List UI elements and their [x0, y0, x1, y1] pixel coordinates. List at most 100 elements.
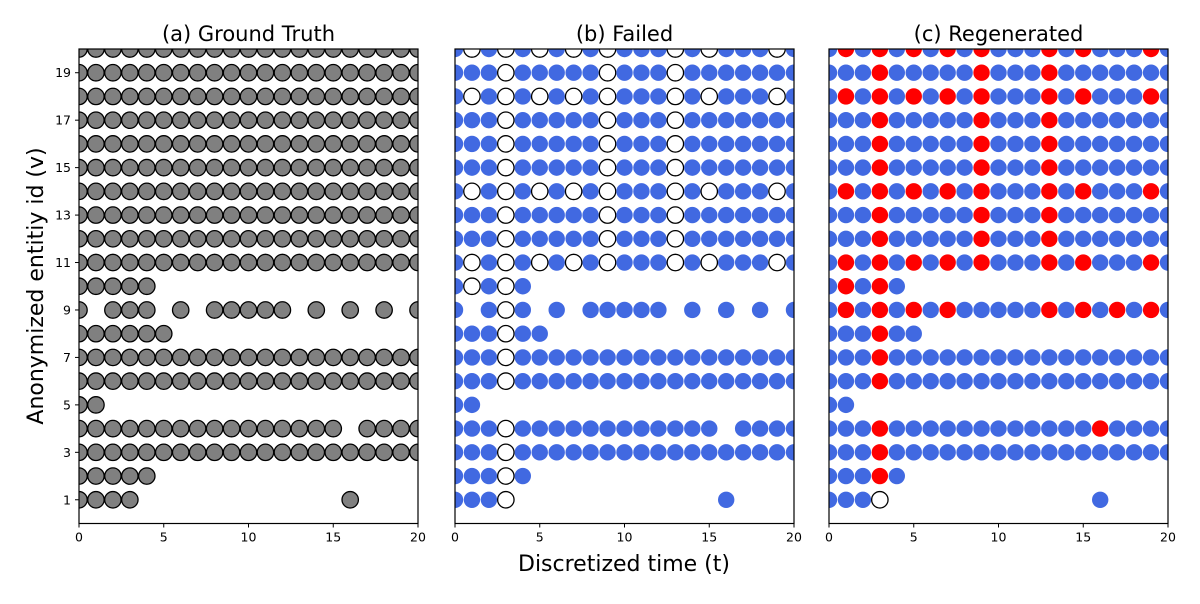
data-point	[104, 467, 122, 485]
data-point	[1058, 349, 1075, 366]
data-point	[1142, 159, 1160, 176]
data-point	[1024, 206, 1041, 224]
data-point	[290, 372, 309, 390]
data-point	[1159, 444, 1168, 461]
regenerated-data-point	[871, 111, 889, 129]
data-point	[633, 183, 650, 200]
data-point	[171, 229, 190, 248]
data-point	[137, 206, 156, 224]
data-point	[455, 183, 464, 200]
data-point	[87, 467, 105, 485]
data-point	[922, 159, 939, 176]
data-point	[990, 88, 1007, 105]
data-point	[785, 254, 794, 271]
data-point	[455, 467, 464, 485]
data-point	[956, 64, 973, 81]
regenerated-data-point	[973, 88, 990, 105]
data-point	[684, 254, 701, 271]
data-point	[392, 419, 410, 438]
data-point	[273, 87, 292, 106]
data-point	[888, 372, 905, 390]
data-point	[684, 206, 701, 224]
data-point	[616, 111, 633, 129]
regenerated-data-point	[1142, 301, 1160, 319]
data-point	[1159, 88, 1168, 105]
data-point	[137, 135, 156, 153]
data-point	[1108, 49, 1126, 58]
data-point	[1058, 230, 1075, 247]
data-point	[1142, 444, 1160, 461]
data-point	[1007, 444, 1024, 461]
data-point	[1058, 49, 1075, 58]
missing-data-point	[700, 182, 719, 201]
data-point	[463, 325, 481, 342]
data-point	[375, 348, 393, 367]
x-tick-label: 5	[536, 530, 544, 545]
data-point	[718, 88, 735, 105]
data-point	[751, 88, 769, 105]
data-point	[1058, 254, 1075, 271]
data-point	[837, 372, 855, 390]
data-point	[188, 253, 207, 272]
data-point	[171, 253, 190, 272]
data-point	[990, 206, 1007, 224]
data-point	[854, 111, 872, 129]
data-point	[888, 88, 905, 105]
missing-data-point	[564, 87, 583, 106]
data-point	[154, 443, 173, 462]
data-point	[718, 111, 735, 129]
data-point	[785, 444, 794, 461]
data-point	[582, 183, 599, 200]
regenerated-data-point	[1041, 64, 1058, 81]
data-point	[829, 325, 838, 342]
data-point	[1125, 444, 1143, 461]
data-point	[171, 372, 190, 390]
data-point	[1075, 230, 1092, 247]
data-point	[718, 372, 735, 390]
data-point	[1108, 349, 1126, 366]
data-point	[684, 88, 701, 105]
regenerated-data-point	[905, 183, 922, 200]
data-point	[307, 135, 326, 153]
regenerated-data-point	[871, 444, 889, 461]
data-point	[633, 420, 650, 437]
data-point	[684, 183, 701, 200]
data-point	[582, 206, 599, 224]
regenerated-data-point	[871, 254, 889, 271]
data-point	[188, 443, 207, 462]
missing-data-point	[700, 87, 719, 106]
missing-data-point	[496, 372, 515, 390]
data-point	[514, 111, 531, 129]
data-point	[1159, 135, 1168, 153]
data-point	[956, 420, 973, 437]
data-point	[205, 182, 224, 201]
data-point	[701, 420, 718, 437]
data-point	[785, 111, 794, 129]
data-point	[1058, 206, 1075, 224]
data-point	[137, 348, 156, 367]
data-point	[684, 49, 701, 58]
data-point	[854, 135, 872, 153]
missing-data-point	[497, 49, 515, 58]
data-point	[599, 372, 616, 390]
data-point	[324, 443, 343, 462]
data-point	[171, 111, 190, 130]
data-point	[548, 159, 565, 176]
data-point	[650, 159, 667, 176]
y-tick-label: 9	[63, 302, 71, 317]
data-point	[548, 135, 565, 153]
data-point	[1159, 254, 1168, 271]
data-point	[990, 230, 1007, 247]
data-point	[956, 49, 973, 58]
data-point	[104, 301, 122, 319]
data-point	[1108, 88, 1126, 105]
data-point	[392, 348, 410, 367]
data-point	[939, 135, 956, 153]
data-point	[1007, 183, 1024, 200]
data-point	[548, 206, 565, 224]
regenerated-data-point	[939, 88, 956, 105]
data-point	[307, 182, 326, 201]
data-point	[307, 63, 326, 82]
data-point	[222, 206, 241, 224]
regenerated-data-point	[871, 349, 889, 366]
